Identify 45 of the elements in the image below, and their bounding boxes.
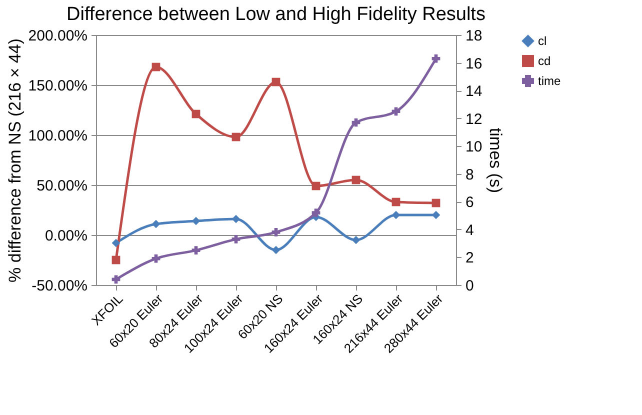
y2-axis-title: times (s) xyxy=(486,128,506,194)
y2-tick-label: 8 xyxy=(466,166,474,184)
point xyxy=(432,54,440,63)
point xyxy=(232,132,240,142)
point xyxy=(112,238,120,248)
y-tick-label: 0.00% xyxy=(44,228,88,244)
point xyxy=(152,62,160,72)
y2-tick-label: 2 xyxy=(466,250,474,267)
y2-tick-label: 10 xyxy=(466,138,482,156)
point xyxy=(112,256,120,264)
legend-label: time xyxy=(538,74,561,88)
point xyxy=(352,236,360,244)
point xyxy=(312,182,320,190)
point xyxy=(392,107,400,116)
y2-tick-label: 0 xyxy=(466,278,474,294)
point xyxy=(272,228,280,236)
y-tick-label: -50.00% xyxy=(32,278,88,294)
y2-tick-label: 14 xyxy=(466,83,482,100)
legend-label: cd xyxy=(538,54,551,68)
point xyxy=(152,220,160,228)
point xyxy=(232,214,240,224)
point xyxy=(272,78,280,86)
y2-tick-label: 18 xyxy=(466,28,482,44)
y-tick-label: 150.00% xyxy=(28,78,88,94)
point xyxy=(312,208,320,217)
y-tick-label: 100.00% xyxy=(28,128,88,144)
point xyxy=(192,216,200,226)
y-tick-label: 50.00% xyxy=(36,178,88,194)
point xyxy=(232,234,240,244)
point xyxy=(192,110,200,118)
y2-tick-label: 12 xyxy=(466,110,482,128)
point xyxy=(272,246,280,254)
point xyxy=(392,198,400,206)
point xyxy=(352,176,360,184)
chart-title: Difference between Low and High Fidelity Results xyxy=(66,4,486,25)
point xyxy=(192,246,200,254)
y2-tick-label: 4 xyxy=(466,222,474,239)
point xyxy=(152,254,160,263)
legend-label: cl xyxy=(538,34,547,48)
y-tick-label: 200.00% xyxy=(28,28,88,44)
y2-tick-label: 6 xyxy=(466,194,474,212)
y-axis-title: % difference from NS (216 × 44) xyxy=(5,38,24,282)
y2-tick-label: 16 xyxy=(466,55,482,72)
point xyxy=(432,198,440,208)
point xyxy=(432,210,440,220)
